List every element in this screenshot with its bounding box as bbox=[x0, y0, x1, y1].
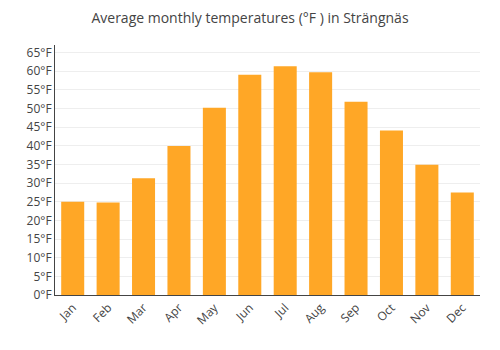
svg-text:45°F: 45°F bbox=[27, 118, 52, 135]
svg-text:10°F: 10°F bbox=[27, 249, 52, 266]
svg-text:35°F: 35°F bbox=[27, 156, 52, 173]
svg-text:60°F: 60°F bbox=[27, 62, 52, 79]
svg-text:25°F: 25°F bbox=[27, 193, 52, 210]
svg-text:Aug: Aug bbox=[300, 299, 328, 327]
svg-text:Jul: Jul bbox=[270, 299, 292, 321]
svg-text:Jun: Jun bbox=[231, 299, 256, 324]
svg-text:30°F: 30°F bbox=[27, 174, 52, 191]
svg-text:0°F: 0°F bbox=[33, 286, 51, 303]
svg-text:40°F: 40°F bbox=[27, 137, 52, 154]
svg-text:May: May bbox=[193, 299, 222, 328]
svg-text:Dec: Dec bbox=[442, 299, 469, 326]
svg-text:Apr: Apr bbox=[160, 299, 186, 325]
svg-text:15°F: 15°F bbox=[27, 230, 52, 247]
svg-text:50°F: 50°F bbox=[27, 100, 52, 117]
svg-text:Average monthly temperatures (: Average monthly temperatures (°F ) in St… bbox=[91, 8, 408, 27]
svg-text:Jan: Jan bbox=[55, 299, 80, 324]
svg-text:55°F: 55°F bbox=[27, 81, 52, 98]
svg-text:65°F: 65°F bbox=[27, 44, 52, 61]
svg-text:Oct: Oct bbox=[373, 299, 399, 325]
svg-text:Feb: Feb bbox=[89, 299, 115, 325]
svg-text:Nov: Nov bbox=[406, 299, 434, 327]
svg-text:20°F: 20°F bbox=[27, 212, 52, 229]
svg-text:Mar: Mar bbox=[123, 299, 151, 327]
svg-text:Sep: Sep bbox=[336, 299, 363, 326]
svg-text:5°F: 5°F bbox=[33, 268, 51, 285]
